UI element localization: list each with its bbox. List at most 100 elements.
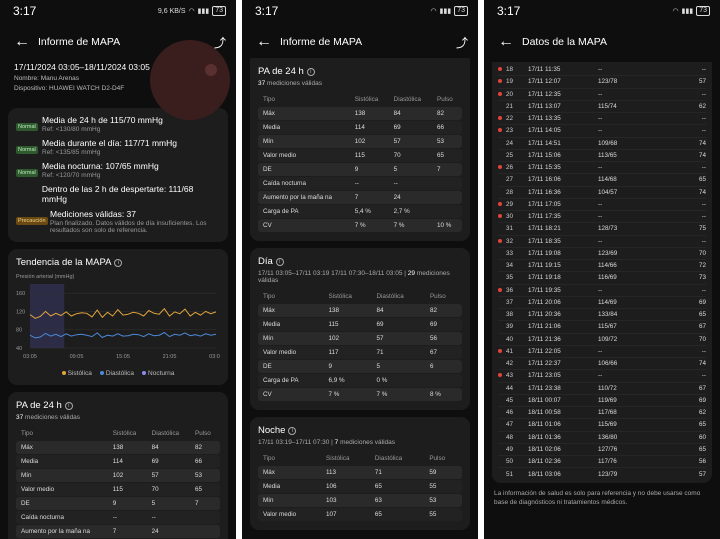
table-row: Máx 113 71 59 (258, 466, 462, 479)
cell-p: 72 (698, 262, 706, 270)
share-icon[interactable]: ⤴ (213, 35, 226, 50)
cell-value: 102 (323, 332, 372, 345)
table-row: 44 17/11 23:38 110/72 67 (498, 383, 706, 395)
cell-t: 18/11 00:07 (528, 396, 561, 404)
cell-t: 17/11 18:35 (528, 237, 561, 245)
cell-n: 42 (506, 360, 514, 368)
summary-item: Normal Media de 24 h de 115/70 mmHg Ref: <… (16, 115, 220, 133)
cell-pa: 136/80 (598, 433, 618, 441)
table-row: Carga de PA 6,9 % 0 % (258, 374, 462, 387)
info-icon[interactable]: i (64, 401, 73, 410)
cell-t: 17/11 22:05 (528, 347, 561, 355)
cell-t: 17/11 13:35 (528, 115, 561, 123)
summary-text: Media durante el día: 117/71 mmHg (42, 138, 177, 148)
cell-value: 69 (424, 318, 462, 331)
y-axis-label: Presión arterial (mmHg) (16, 274, 75, 280)
row-label: DE (258, 360, 324, 373)
pa24-title: PA de 24 h i (16, 400, 220, 411)
row-label: Máx (258, 466, 322, 479)
cell-p: 62 (698, 102, 706, 110)
cell-n: 36 (506, 286, 514, 294)
cell-pa: 115/67 (598, 323, 617, 331)
cell-value: -- (107, 511, 147, 524)
table-row: Media 114 69 66 (16, 455, 220, 468)
cell-pa: -- (598, 115, 603, 123)
status-badge: Precaución (16, 217, 48, 225)
cell-n: 28 (506, 188, 514, 196)
cell-value: 66 (432, 121, 462, 134)
summary-text: Media nocturna: 107/65 mmHg (42, 161, 159, 171)
cell-n: 43 (506, 372, 514, 380)
report-range: 17/11/2024 03:05–18/11/2024 03:05 (14, 62, 150, 72)
invalid-flag (498, 115, 506, 122)
cell-value: 103 (321, 494, 370, 507)
cell-value: 59 (424, 466, 462, 479)
cell-n: 27 (506, 176, 514, 184)
summary-list: Normal Media de 24 h de 115/70 mmHg Ref: <… (16, 115, 220, 234)
back-arrow-icon[interactable]: ← (14, 33, 30, 50)
back-arrow-icon[interactable]: ← (256, 33, 272, 50)
info-icon[interactable]: i (275, 257, 284, 266)
cell-pa: -- (598, 66, 603, 74)
table-row: Aumento por la maña na 7 24 (16, 525, 220, 538)
status-icons: ◠ ▮▮▮ 73 (431, 6, 468, 16)
summary-item: Normal Media nocturna: 107/65 mmHg Ref: <1… (16, 161, 220, 179)
battery-icon: 73 (454, 6, 468, 16)
cell-t: 18/11 02:36 (528, 458, 561, 466)
cell-value: -- (349, 177, 389, 190)
share-icon[interactable]: ⤴ (455, 35, 468, 50)
cell-n: 29 (506, 200, 514, 208)
cell-value: 53 (432, 135, 462, 148)
table-row: Máx 138 84 82 (258, 107, 462, 120)
cell-value: 84 (371, 304, 425, 317)
cell-value: 57 (388, 135, 433, 148)
x-tick-label: 15:05 (116, 354, 130, 360)
invalid-flag (498, 66, 506, 73)
cell-p: 69 (698, 396, 706, 404)
report-info: 17/11/2024 03:05–18/11/2024 03:05 Nombre… (0, 62, 236, 92)
red-dot-icon (498, 201, 502, 206)
row-label: Valor medio (258, 149, 350, 162)
cell-p: 74 (698, 139, 706, 147)
info-icon[interactable]: i (114, 258, 123, 267)
cell-p: -- (701, 237, 706, 245)
row-label: Carga de PA (258, 205, 350, 218)
cell-n: 51 (506, 470, 514, 478)
patient-name: Nombre: Manu Arenas (14, 75, 80, 82)
decoration-circle (150, 40, 230, 120)
cell-t: 17/11 23:38 (528, 384, 561, 392)
table-row: Aumento por la maña na 7 24 (258, 191, 462, 204)
noche-card: Noche i 17/11 03:19–17/11 07:30 | 7 medi… (250, 417, 470, 530)
cell-value: 138 (349, 107, 389, 120)
table-row: Valor medio 115 70 65 (16, 483, 220, 496)
cell-n: 41 (506, 347, 514, 355)
cell-value: 115 (107, 483, 147, 496)
row-label: Aumento por la maña na (16, 525, 108, 538)
invalid-flag (498, 238, 506, 245)
red-dot-icon (498, 91, 502, 96)
table-row: 39 17/11 21:06 115/67 67 (498, 321, 706, 334)
cell-pa: 104/57 (598, 188, 618, 196)
info-icon[interactable]: i (288, 426, 297, 435)
table-row: 23 17/11 14:05 -- -- (498, 125, 706, 138)
cell-p: -- (701, 90, 706, 98)
table-row: 22 17/11 13:35 -- -- (498, 113, 706, 126)
row-label: Máx (258, 107, 350, 120)
cell-value: 6,9 % (323, 374, 372, 387)
cell-n: 21 (506, 102, 514, 110)
back-arrow-icon[interactable]: ← (498, 33, 514, 50)
cell-t: 17/11 22:37 (528, 360, 561, 368)
table-row: 19 17/11 12:07 123/78 57 (498, 76, 706, 89)
dia-range: 17/11 03:05–17/11 03:19 17/11 07:30–18/1… (258, 270, 450, 284)
cell-value: 69 (371, 318, 425, 331)
info-icon[interactable]: i (306, 67, 315, 76)
cell-value: 6 (424, 360, 462, 373)
battery-icon: 73 (212, 6, 226, 16)
disclaimer: La información de salud es solo para ref… (494, 489, 701, 506)
row-label: CV (258, 219, 350, 232)
cell-n: 48 (506, 433, 514, 441)
cell-n: 20 (506, 90, 514, 98)
status-badge: Normal (16, 123, 38, 131)
cell-t: 17/11 19:15 (528, 262, 561, 270)
table-row: 50 18/11 02:36 117/76 56 (498, 456, 706, 469)
